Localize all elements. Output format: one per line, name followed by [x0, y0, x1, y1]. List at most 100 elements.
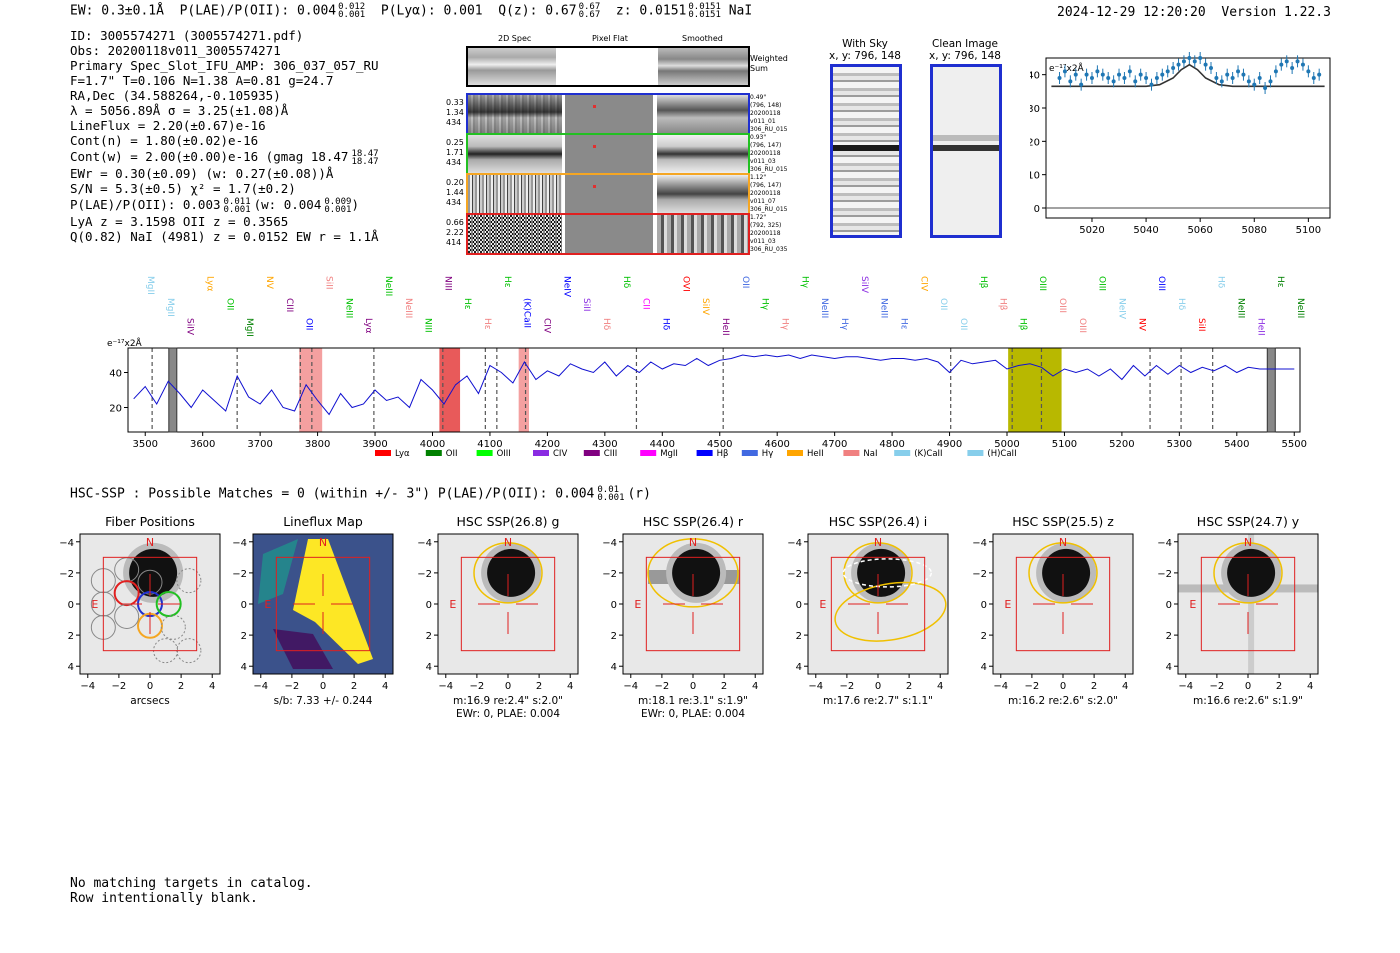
legend-swatch-6	[696, 450, 713, 456]
masked-region-0	[168, 347, 178, 433]
spec2d-row3-right: 1.12" (796, 147) 20200118 v011_07 306_RU…	[750, 174, 787, 214]
spec2d-row1-right: 0.49" (796, 148) 20200118 v011_01 306_RU…	[750, 94, 787, 134]
spec2d-panel: 2D Spec Pixel Flat Smoothed Weighted Sum…	[440, 30, 800, 260]
data-point-37	[1257, 76, 1262, 80]
emission-label-17: Hε	[482, 318, 492, 330]
cutout-image-0: N E −4 4 −2 2 0 0 2 −2 4 −4	[60, 533, 221, 692]
row4-left-b: 2.22	[446, 228, 464, 237]
info-obs: Obs: 20200118v011_3005574271	[70, 43, 281, 58]
cutout-5-ylabel-3: −2	[973, 569, 987, 580]
emission-label-text-7: CIII	[284, 298, 294, 312]
row1-left-a: 0.33	[446, 98, 464, 107]
zoom-y-label-0: 0	[1034, 204, 1040, 215]
legend-label-1: OII	[446, 449, 458, 459]
shaded-region-2	[518, 348, 530, 432]
data-point-4	[1079, 82, 1084, 87]
cutout-4-ylabel-3: −2	[788, 569, 802, 580]
spec2d-row4-right: 1.72" (792, 325) 20200118 v011_03 306_RU…	[750, 214, 787, 254]
zoom-y-label-1: 10	[1030, 171, 1040, 182]
cutout-panel-6: HSC SSP(24.7) y N E −4 4 −2 2 0 0 2 −2 4 −4 m:16.6 re…	[1158, 512, 1328, 727]
emission-label-text-33: Hγ	[799, 276, 809, 289]
cutout-0-ylabel-2: 0	[68, 600, 74, 611]
header-summary: EW: 0.3±0.1Å P(LAE)/P(OII): 0.004 0.012 0.…	[70, 3, 752, 20]
data-point-40	[1273, 69, 1278, 74]
cutout-3-ylabel-0: 4	[611, 662, 617, 673]
data-point-8	[1100, 72, 1105, 77]
data-point-44	[1295, 59, 1300, 64]
emission-label-text-28: SiIV	[700, 298, 710, 316]
info-sn: S/N = 5.3(±0.5) χ² = 1.7(±0.2)	[70, 181, 296, 196]
emission-label-text-23: Hδ	[601, 318, 611, 331]
info-ewr: EWr = 0.30(±0.09) (w: 0.27(±0.08))Å	[70, 166, 334, 181]
timestamp-version: 2024-12-29 12:20:20 Version 1.22.3	[1057, 5, 1331, 20]
east-label-5: E	[1004, 598, 1011, 611]
emission-label-text-50: NV	[1136, 318, 1146, 332]
cutout-6-ylabel-4: −4	[1158, 538, 1172, 549]
emission-label-49: NeIV	[1117, 298, 1127, 320]
spec2d-row1-left: 0.33 1.34 434	[446, 98, 464, 128]
info-id: ID: 3005574271 (3005574271.pdf)	[70, 28, 304, 43]
data-point-47	[1311, 76, 1316, 80]
cutout-4-ylabel-0: 4	[796, 662, 802, 673]
emission-label-text-37: NeIII	[879, 298, 889, 318]
x-tick-label-4: 3900	[362, 439, 387, 450]
spec2d-row3-left: 0.20 1.44 434	[446, 178, 464, 208]
info-cont-w: Cont(w) = 2.00(±0.00)e-16 (gmag 18.47 18.…	[70, 148, 379, 166]
cutout-caption-line1-1: s/b: 7.33 +/- 0.244	[273, 695, 373, 707]
legend-label-11: (H)CaII	[987, 449, 1016, 459]
emission-label-31: Hγ	[760, 298, 770, 311]
search-box-6	[1200, 556, 1296, 652]
cutout-1-ylabel-2: 0	[241, 600, 247, 611]
cutout-2-ylabel-2: 0	[426, 600, 432, 611]
emission-label-3: Lyα	[205, 276, 215, 292]
with-sky-coords: x, y: 796, 148	[829, 50, 901, 62]
full-spectrum-chart: MgII MgII SiIV Lyα OII MgII NV CIII OII SiII NeIII…	[107, 276, 1307, 459]
zoom-plot-frame	[1045, 57, 1331, 219]
cutout-3-xlabel-2: 0	[690, 681, 696, 692]
hsc-summary-b: (r)	[627, 486, 651, 502]
emission-label-39: CIV	[918, 276, 928, 292]
data-point-24	[1187, 56, 1192, 60]
info-lineflux: LineFlux = 2.20(±0.67)e-16	[70, 118, 266, 133]
emission-label-7: CIII	[284, 298, 294, 312]
plya-value: P(Lyα): 0.001	[380, 3, 483, 19]
weighted-sum-label: Weighted Sum	[750, 54, 788, 73]
emission-label-8: OII	[304, 318, 314, 330]
cutout-caption-line1-6: m:16.6 re:2.6" s:1.9"	[1193, 695, 1303, 707]
emission-label-52: Hδ	[1176, 298, 1186, 311]
emission-label-text-13: NeIII	[403, 298, 413, 318]
cutout-6-ylabel-2: 0	[1166, 600, 1172, 611]
emission-label-14: NIII	[423, 318, 433, 333]
weighted-sum-smoothed	[658, 48, 748, 85]
emission-label-33: Hγ	[799, 276, 809, 289]
cutout-4-ylabel-2: 0	[796, 600, 802, 611]
cutout-caption-line1-5: m:16.2 re:2.6" s:2.0"	[1008, 695, 1118, 707]
legend-swatch-11	[967, 450, 984, 456]
emission-label-text-20: CIV	[542, 318, 552, 334]
bright-star-5	[1042, 548, 1091, 597]
emission-label-30: OII	[740, 276, 750, 288]
cutout-title-3: HSC SSP(26.4) r	[642, 514, 744, 529]
row4-right-e: 306_RU_035	[750, 246, 788, 253]
emission-label-text-44: Hβ	[1017, 318, 1027, 331]
cutout-5-ylabel-1: 2	[981, 631, 987, 642]
row3-right-a: 1.12"	[750, 174, 767, 181]
search-box-0	[102, 556, 198, 652]
cutout-6-ylabel-1: 2	[1166, 631, 1172, 642]
cutout-2-xlabel-1: −2	[470, 681, 485, 692]
cutout-1-xlabel-1: −2	[285, 681, 300, 692]
x-tick-label-13: 4800	[879, 439, 904, 450]
fiber-circle-13	[176, 568, 202, 594]
legend-label-7: Hγ	[762, 449, 773, 459]
search-box-3	[645, 556, 741, 652]
cutout-6-ylabel-3: −2	[1158, 569, 1172, 580]
x-tick-label-14: 4900	[937, 439, 962, 450]
clean-image-coords: x, y: 796, 148	[929, 50, 1001, 62]
info-lya-oii-z: LyA z = 3.1598 OII z = 0.3565	[70, 214, 289, 229]
cutout-0-ylabel-1: 2	[68, 631, 74, 642]
shaded-region-3	[1008, 348, 1062, 432]
legend-label-9: NaI	[863, 449, 877, 459]
hsc-summary-sub: 0.001	[597, 493, 625, 503]
data-point-27	[1203, 62, 1208, 67]
emission-label-47: OIII	[1077, 318, 1087, 333]
